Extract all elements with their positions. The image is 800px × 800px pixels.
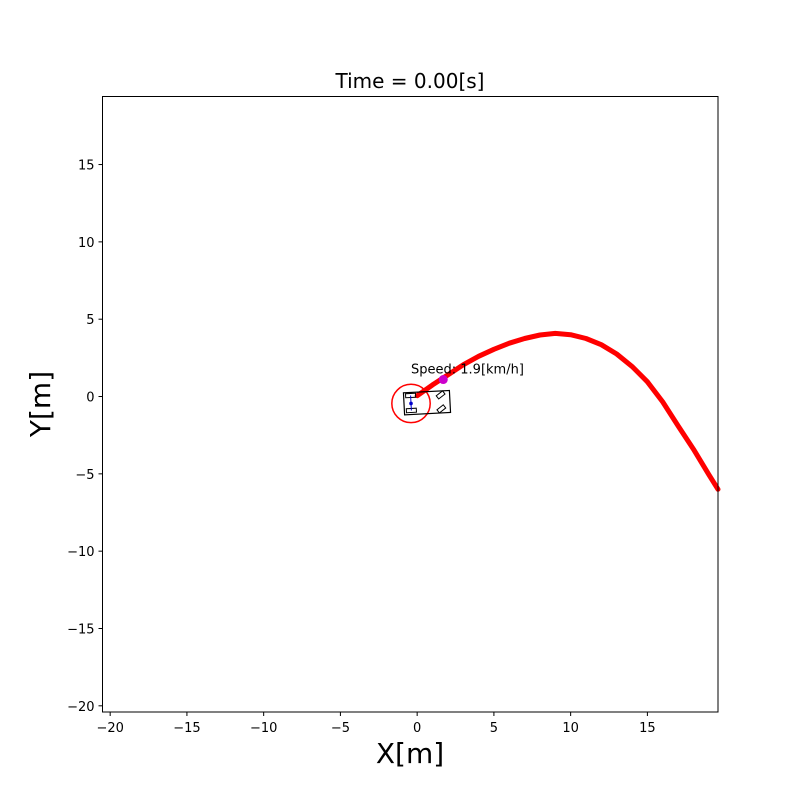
vehicle-body [402,389,452,416]
vehicle-drawing [402,389,452,416]
reference-path-line [414,330,721,492]
x-tick-label: 0 [413,721,421,736]
chart-title: Time = 0.00[s] [335,69,485,93]
x-axis-ticks: −20 −15 −10 −5 0 5 10 15 [96,712,656,736]
y-tick-label: 10 [78,236,95,251]
y-tick-label: 5 [86,313,94,328]
y-axis-ticks: −20 −15 −10 −5 0 5 10 15 [67,159,103,715]
x-tick-label: 10 [562,721,579,736]
y-axis-label: Y[m] [24,371,57,438]
y-tick-label: −10 [67,545,94,560]
target-point-marker [438,375,448,385]
x-tick-label: 5 [490,721,498,736]
x-tick-label: −20 [96,721,123,736]
front-left-wheel [435,390,446,400]
axes-frame [102,96,719,713]
y-tick-label: −20 [67,700,94,715]
x-axis-label: X[m] [376,737,444,770]
plot-area: Speed: 1.9[km/h] [391,330,721,492]
vehicle-safety-circle [391,383,431,424]
front-right-wheel [436,404,447,414]
x-tick-label: −10 [250,721,277,736]
y-tick-label: 0 [86,391,94,406]
y-tick-label: −5 [75,468,94,483]
x-tick-label: −15 [173,721,200,736]
speed-annotation: Speed: 1.9[km/h] [411,362,524,377]
y-tick-label: −15 [67,622,94,637]
y-tick-label: 15 [78,159,95,174]
vehicle-center-point [409,401,413,406]
x-tick-label: −5 [331,721,350,736]
x-tick-label: 15 [639,721,656,736]
